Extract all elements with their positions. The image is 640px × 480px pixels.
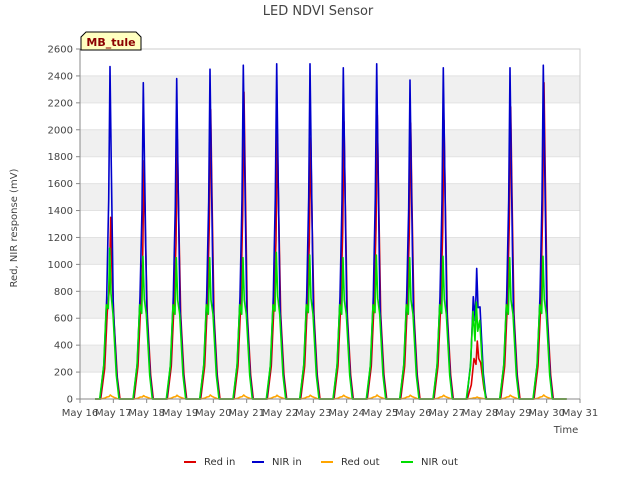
grid-band	[80, 75, 580, 103]
site-tag-box	[80, 31, 142, 51]
y-tick-label: 600	[54, 314, 73, 325]
x-tick-label: May 24	[328, 408, 365, 419]
x-tick-label: May 22	[262, 408, 299, 419]
x-tick-label: May 26	[395, 408, 432, 419]
y-axis-title: Red, NIR response (mV)	[9, 168, 20, 287]
x-tick-label: May 19	[162, 408, 199, 419]
y-tick-label: 1400	[48, 206, 73, 217]
legend-label: NIR in	[272, 457, 302, 468]
legend-label: Red out	[341, 457, 380, 468]
y-tick-label: 2400	[48, 71, 73, 82]
y-tick-label: 200	[54, 368, 73, 379]
x-tick-label: May 20	[195, 408, 232, 419]
x-tick-label: May 28	[462, 408, 499, 419]
grid-band	[80, 291, 580, 319]
y-tick-label: 1000	[48, 260, 73, 271]
x-tick-label: May 29	[495, 408, 532, 419]
legend: Red in NIR in Red out NIR out	[184, 457, 458, 468]
grid-bands	[80, 75, 580, 373]
grid-band	[80, 129, 580, 157]
x-axis-title: Time	[553, 425, 578, 436]
site-tag-label: MB_tule	[86, 36, 135, 49]
y-tick-label: 800	[54, 287, 73, 298]
y-tick-label: 1800	[48, 152, 73, 163]
x-tick-label: May 25	[362, 408, 399, 419]
y-tick-label: 1200	[48, 233, 73, 244]
y-tick-label: 2200	[48, 98, 73, 109]
grid-band	[80, 237, 580, 265]
grid-band	[80, 345, 580, 373]
x-tick-label: May 18	[128, 408, 165, 419]
x-tick-label: May 30	[528, 408, 565, 419]
legend-label: NIR out	[421, 457, 458, 468]
x-tick-label: May 23	[295, 408, 332, 419]
y-tick-label: 2600	[48, 45, 73, 56]
x-tick-label: May 27	[428, 408, 465, 419]
x-tick-label: May 21	[228, 408, 265, 419]
x-tick-label: May 16	[62, 408, 99, 419]
x-tick-label: May 31	[562, 408, 599, 419]
y-tick-label: 2000	[48, 125, 73, 136]
y-tick-label: 1600	[48, 179, 73, 190]
y-tick-labels: 0 200 400 600 800 1000 1200 1400 1600 1800 2000 220…	[48, 45, 80, 406]
y-tick-label: 0	[67, 395, 73, 406]
x-tick-label: May 17	[95, 408, 132, 419]
axes	[79, 48, 581, 400]
grid-band	[80, 183, 580, 211]
chart-title: LED NDVI Sensor	[263, 4, 374, 19]
y-tick-label: 400	[54, 341, 73, 352]
site-tag: MB_tule	[80, 31, 142, 51]
legend-label: Red in	[204, 457, 235, 468]
